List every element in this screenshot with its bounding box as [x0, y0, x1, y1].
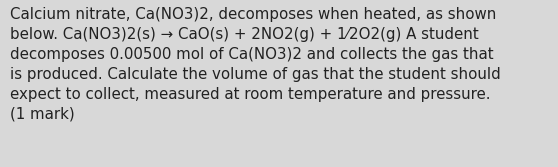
Text: Calcium nitrate, Ca(NO3)2, decomposes when heated, as shown
below. Ca(NO3)2(s) →: Calcium nitrate, Ca(NO3)2, decomposes wh… — [10, 7, 501, 122]
